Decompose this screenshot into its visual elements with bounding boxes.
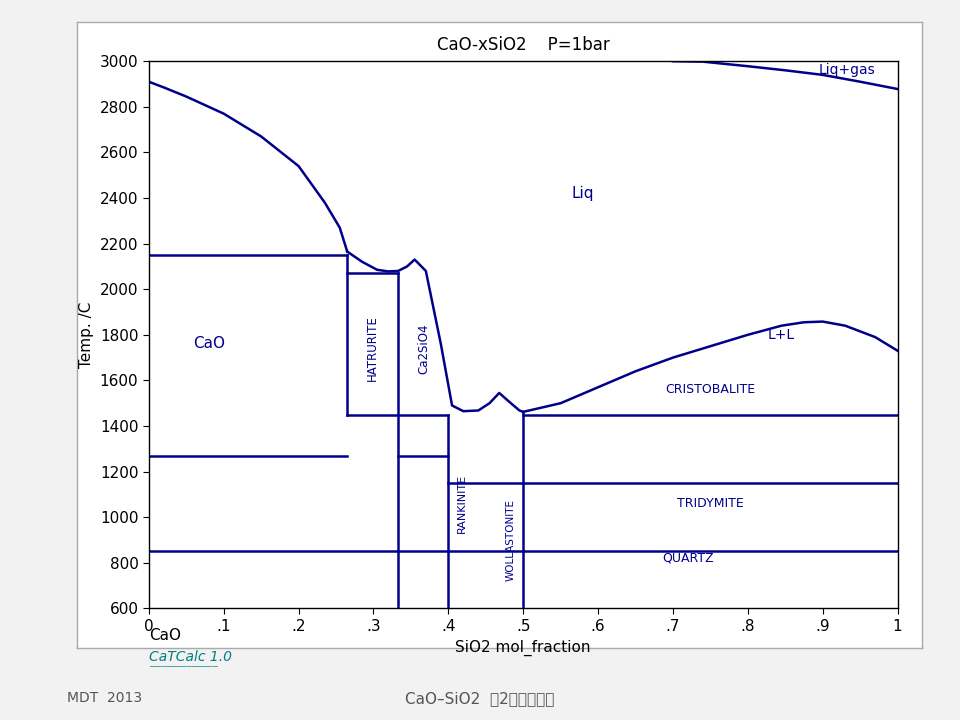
- Text: QUARTZ: QUARTZ: [662, 552, 714, 564]
- Text: RANKINITE: RANKINITE: [457, 474, 467, 533]
- Text: WOLLASTONITE: WOLLASTONITE: [506, 499, 516, 581]
- Text: TRIDYMITE: TRIDYMITE: [677, 497, 744, 510]
- Text: CaO: CaO: [193, 336, 225, 351]
- Text: CaO–SiO2  擬2元系状態図: CaO–SiO2 擬2元系状態図: [405, 691, 555, 706]
- Title: CaO-xSiO2    P=1bar: CaO-xSiO2 P=1bar: [437, 36, 610, 54]
- Text: Liq: Liq: [572, 186, 594, 201]
- Text: MDT  2013: MDT 2013: [67, 691, 142, 706]
- Text: CaTCalc 1.0: CaTCalc 1.0: [149, 649, 231, 664]
- Text: HATRURITE: HATRURITE: [366, 315, 378, 382]
- Text: Ca2SiO4: Ca2SiO4: [418, 323, 431, 374]
- Text: L+L: L+L: [768, 328, 795, 342]
- Text: Liq+gas: Liq+gas: [818, 63, 876, 77]
- Text: ___________: ___________: [149, 654, 218, 667]
- Text: CaO: CaO: [149, 628, 180, 642]
- Y-axis label: Temp. /C: Temp. /C: [80, 302, 94, 368]
- Text: CRISTOBALITE: CRISTOBALITE: [665, 383, 756, 396]
- X-axis label: SiO2 mol_fraction: SiO2 mol_fraction: [455, 639, 591, 656]
